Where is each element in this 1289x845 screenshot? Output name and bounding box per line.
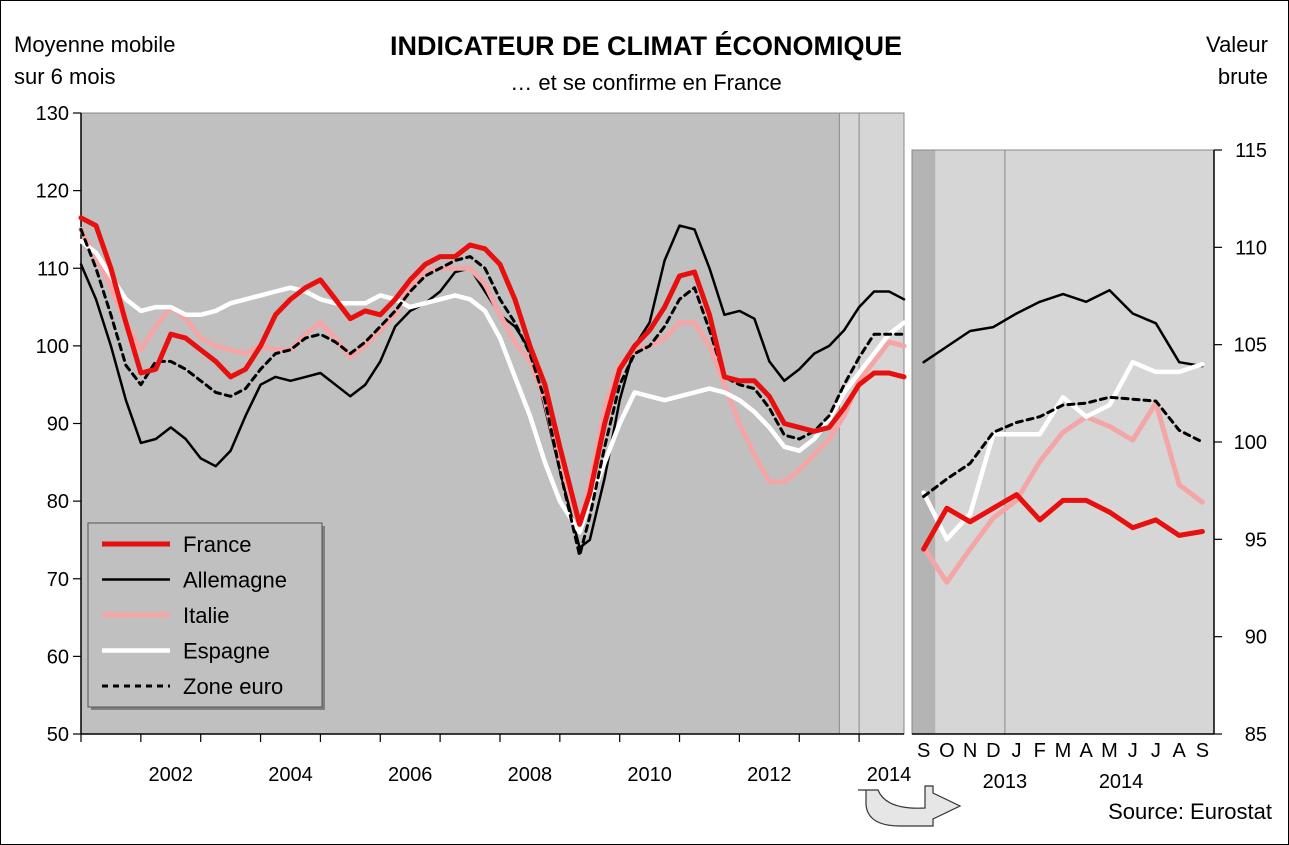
legend-label-france: France xyxy=(183,532,251,557)
legend: France Allemagne Italie Espagne Zone euro xyxy=(87,522,325,710)
source-note: Source: Eurostat xyxy=(1108,799,1272,824)
legend-label-allemagne: Allemagne xyxy=(183,568,287,593)
main-series-zone-euro xyxy=(79,227,906,557)
arrow-icon xyxy=(858,785,962,827)
inset-y-tick-label: 100 xyxy=(1234,432,1267,454)
main-y-tick-label: 50 xyxy=(47,724,69,746)
inset-y-tick-label: 105 xyxy=(1234,335,1267,357)
inset-x-tick-label: J xyxy=(1151,740,1161,762)
inset-x-tick-label: S xyxy=(1196,740,1209,762)
inset-x-tick-label: F xyxy=(1034,740,1046,762)
inset-x-tick-label: A xyxy=(1172,740,1186,762)
main-x-tick-label: 2006 xyxy=(388,764,433,786)
inset-y-tick-label: 115 xyxy=(1235,140,1267,162)
left-axis-label-line1: Moyenne mobile xyxy=(14,32,175,57)
inset-y-tick-label: 110 xyxy=(1235,237,1267,259)
legend-label-espagne: Espagne xyxy=(183,639,270,664)
right-axis-label-line2: brute xyxy=(1218,64,1268,89)
inset-series-zone-euro xyxy=(922,395,1204,498)
inset-plot-area xyxy=(912,150,1214,734)
main-series-espagne xyxy=(78,238,907,535)
main-x-tick-label: 2012 xyxy=(747,764,792,786)
main-series-italie xyxy=(78,226,907,527)
main-x-tick-label: 2002 xyxy=(149,764,194,786)
inset-year-label: 2014 xyxy=(1099,771,1144,793)
main-x-tick-label: 2008 xyxy=(508,764,553,786)
inset-x-tick-label: O xyxy=(939,740,955,762)
main-y-tick-label: 90 xyxy=(47,414,69,436)
inset-x-tick-label: J xyxy=(1128,740,1138,762)
inset-x-tick-label: M xyxy=(1055,740,1072,762)
inset-x-tick-label: M xyxy=(1101,740,1118,762)
inset-series-allemagne xyxy=(922,288,1204,368)
main-series-france xyxy=(78,215,907,527)
main-recent-shade xyxy=(839,113,904,734)
chart-subtitle: … et se confirme en France xyxy=(510,70,781,95)
inset-year-label: 2013 xyxy=(983,771,1028,793)
legend-label-zone-euro: Zone euro xyxy=(183,674,283,699)
main-x-tick-label: 2004 xyxy=(268,764,313,786)
inset-series-france xyxy=(921,492,1205,552)
main-y-tick-label: 130 xyxy=(36,103,69,125)
inset-y-tick-label: 90 xyxy=(1245,627,1267,649)
inset-x-tick-label: S xyxy=(917,740,930,762)
main-y-tick-label: 80 xyxy=(47,491,69,513)
inset-prior-shade xyxy=(912,150,936,734)
main-x-tick-label: 2010 xyxy=(627,764,672,786)
inset-y-tick-label: 85 xyxy=(1245,724,1267,746)
main-x-tick-label: 2014 xyxy=(867,764,912,786)
inset-x-tick-label: A xyxy=(1080,740,1094,762)
legend-label-italie: Italie xyxy=(183,603,229,628)
inset-series-espagne xyxy=(921,359,1205,542)
inset-x-tick-label: J xyxy=(1012,740,1022,762)
right-axis-label-line1: Valeur xyxy=(1206,32,1268,57)
inset-x-tick-label: D xyxy=(986,740,1000,762)
main-y-tick-label: 70 xyxy=(47,569,69,591)
main-y-tick-label: 60 xyxy=(47,646,69,668)
main-y-tick-label: 100 xyxy=(36,336,69,358)
left-axis-label-line2: sur 6 mois xyxy=(14,64,115,89)
inset-x-tick-label: N xyxy=(963,740,977,762)
inset-y-tick-label: 95 xyxy=(1245,529,1267,551)
main-y-tick-label: 120 xyxy=(36,181,69,203)
chart-title: INDICATEUR DE CLIMAT ÉCONOMIQUE xyxy=(390,30,902,61)
main-y-tick-label: 110 xyxy=(37,258,69,280)
